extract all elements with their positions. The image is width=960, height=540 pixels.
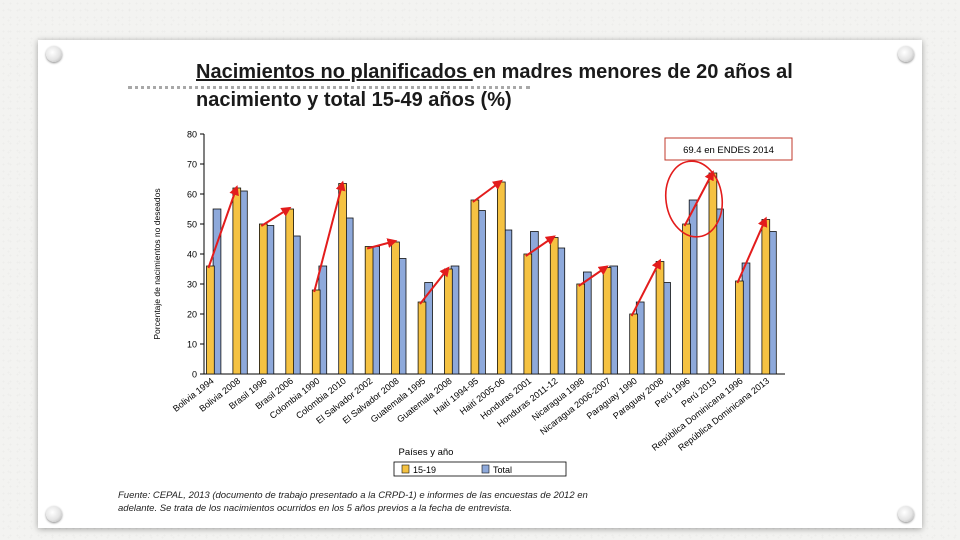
y-tick-label: 50 (187, 220, 197, 230)
legend-box (393, 461, 567, 477)
trend-arrow (578, 265, 609, 287)
bar-15-19 (549, 237, 559, 375)
y-tick-label: 40 (187, 250, 197, 260)
y-axis-label: Porcentaje de nacimientos no deseados (152, 188, 162, 339)
pin-bottom-left (46, 506, 62, 522)
bar-15-19 (496, 181, 506, 375)
bar-15-19 (708, 172, 718, 375)
trend-arrow (207, 185, 239, 269)
bar-15-19 (470, 199, 480, 375)
title-rest: en madres menores de 20 años al nacimien… (196, 61, 793, 111)
source-note: Fuente: CEPAL, 2013 (documento de trabaj… (118, 490, 588, 514)
x-axis-label: Países y año (399, 447, 454, 458)
bar-15-19 (338, 183, 347, 375)
pin-top-left (46, 46, 62, 62)
title-underlined: Nacimientos no planificados (196, 61, 473, 83)
annotation-box (664, 137, 793, 161)
trend-arrow (260, 206, 292, 227)
bar-15-19 (655, 261, 665, 375)
y-tick-label: 20 (187, 310, 197, 320)
y-tick-label: 80 (187, 130, 197, 140)
trend-arrow (366, 238, 398, 250)
annotation-text: 69.4 en ENDES 2014 (683, 145, 774, 156)
bar-15-19 (206, 265, 215, 375)
pin-bottom-right (898, 506, 914, 522)
bar-15-19 (285, 208, 295, 375)
y-tick-label: 10 (187, 340, 197, 350)
bar-15-19 (682, 223, 691, 375)
y-tick-label: 70 (187, 160, 197, 170)
bar-chart: 0 10 20 30 40 50 60 70 80 Porcentaje de nacimient… (152, 130, 793, 477)
bar-15-19 (629, 313, 638, 375)
trend-arrow (419, 266, 450, 305)
slide-title: Nacimientos no planificados en madres me… (196, 58, 816, 114)
trend-arrow (525, 235, 556, 257)
legend-label-total: Total (493, 465, 512, 475)
highlight-circle (664, 160, 724, 238)
legend-label-15-19: 15-19 (413, 465, 436, 475)
trend-arrow (472, 179, 503, 203)
bar-15-19 (417, 301, 427, 375)
bar-15-19 (602, 267, 612, 375)
bar-15-19 (735, 280, 744, 375)
legend-swatch-15-19 (401, 464, 410, 474)
legend-swatch-total (481, 464, 490, 474)
chart-panel: 0 10 20 30 40 50 60 70 80 Porcentaje de nacimient… (148, 124, 799, 485)
bar-15-19 (311, 289, 321, 375)
pin-top-right (898, 46, 914, 62)
bar-15-19 (523, 253, 533, 375)
bar-15-19 (364, 246, 374, 375)
title-dotted-rule (128, 86, 530, 89)
bar-15-19 (576, 283, 585, 375)
bar-15-19 (761, 219, 771, 375)
trend-arrow (630, 258, 661, 317)
trend-arrow (683, 170, 714, 227)
bar-15-19 (391, 241, 400, 375)
y-tick-label: 30 (187, 280, 197, 290)
trend-arrow (736, 216, 768, 284)
y-tick-label: 0 (192, 370, 197, 380)
trend-arrow (313, 180, 346, 293)
bar-15-19 (259, 223, 268, 375)
bar-15-19 (232, 187, 242, 375)
bar-15-19 (444, 268, 453, 375)
y-tick-label: 60 (187, 190, 197, 200)
